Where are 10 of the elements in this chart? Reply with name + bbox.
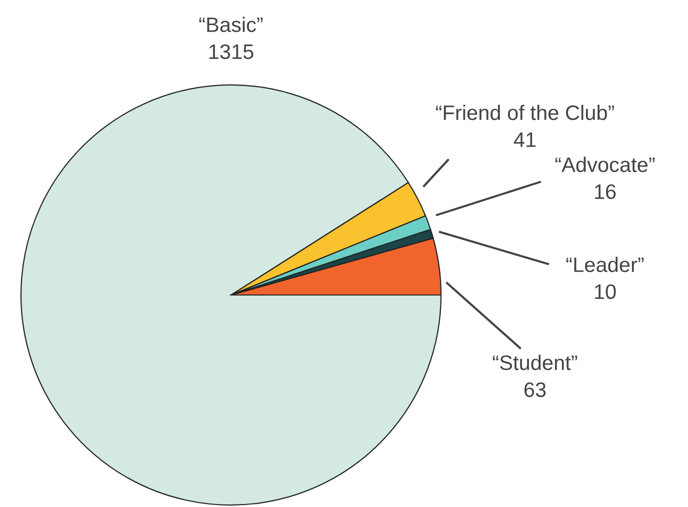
data-label: 1315 — [209, 44, 254, 60]
data-label: 10 — [595, 284, 616, 300]
data-label: 41 — [514, 132, 536, 147]
data-label: 16 — [595, 184, 616, 200]
slice-label: “Student” — [492, 354, 578, 370]
data-label: 63 — [524, 382, 546, 398]
slice-label: “Leader” — [566, 256, 644, 272]
slice-label: “Friend of the Club” — [436, 104, 614, 120]
slice-label: “Basic” — [199, 16, 263, 32]
slice-label: “Advocate” — [555, 156, 655, 172]
